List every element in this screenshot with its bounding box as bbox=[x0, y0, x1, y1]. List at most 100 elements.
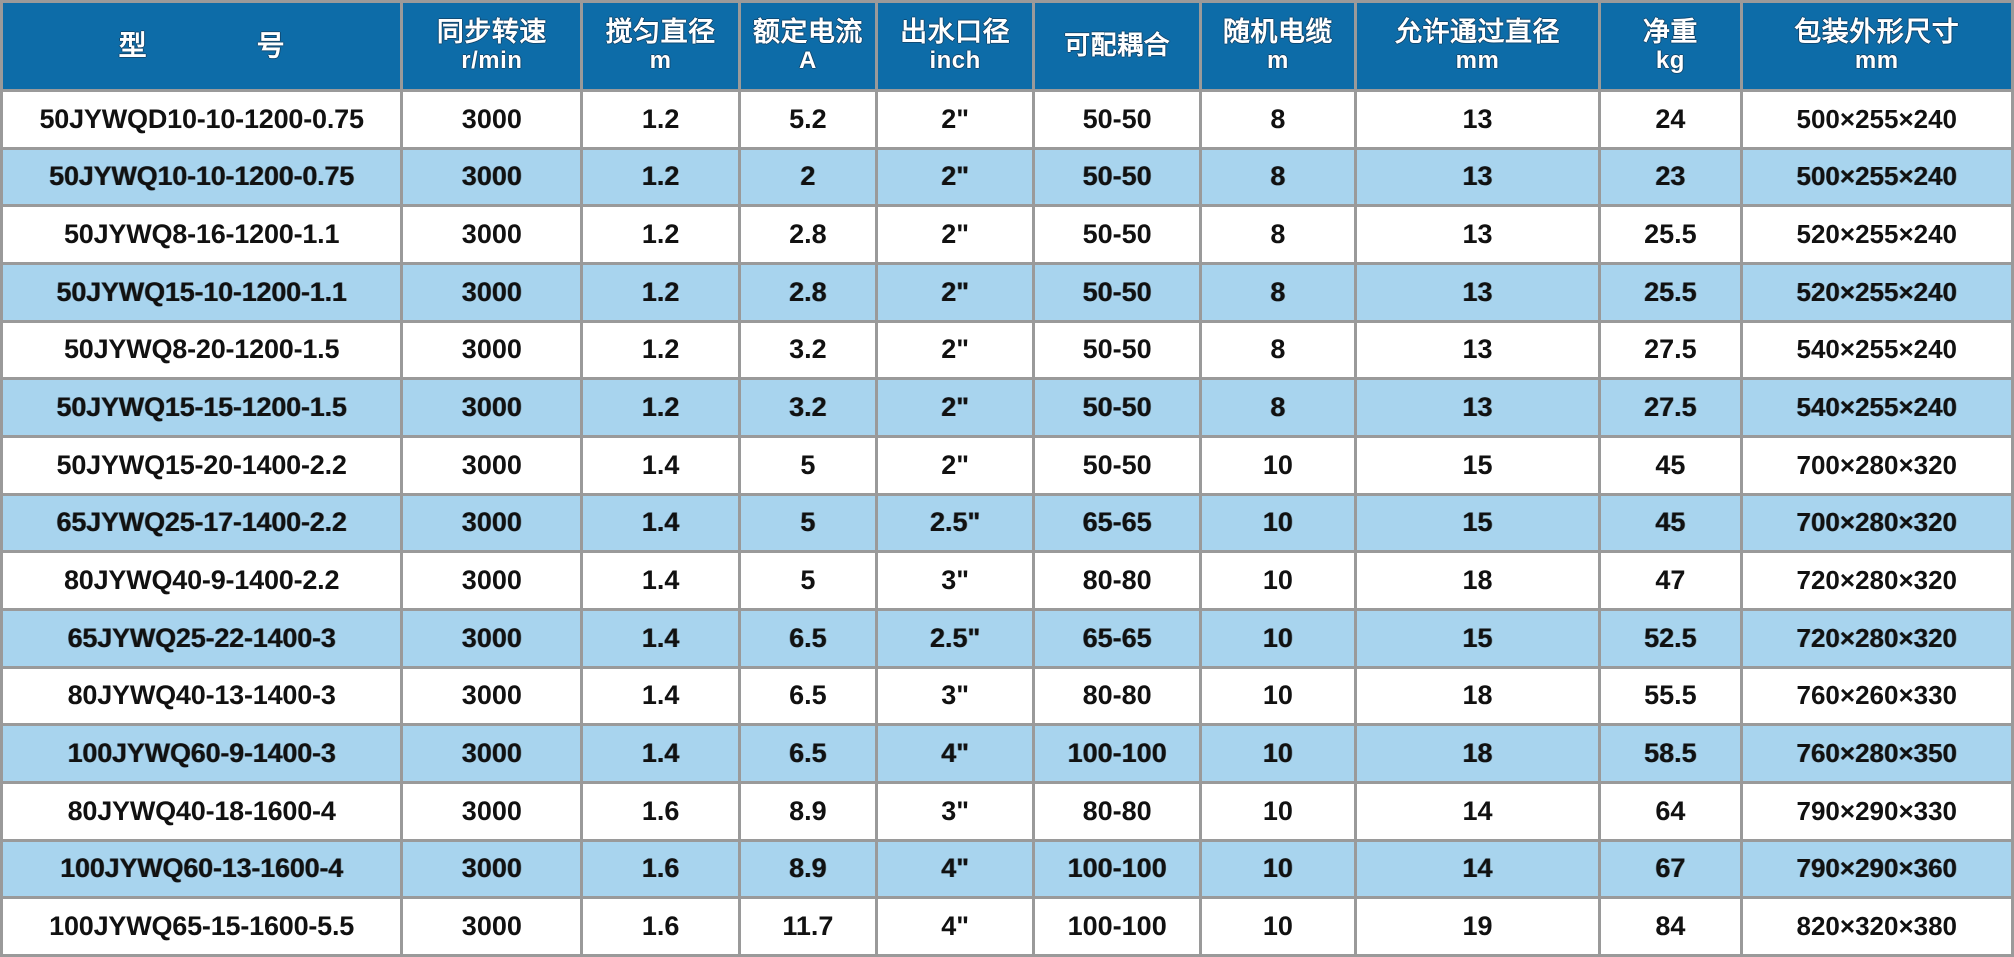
cell-sync-speed: 3000 bbox=[403, 207, 581, 262]
cell-sync-speed: 3000 bbox=[403, 322, 581, 378]
cell-coupling: 80-80 bbox=[1035, 553, 1200, 608]
cell-package-size: 720×280×320 bbox=[1742, 610, 2011, 666]
cell-cable-length: 8 bbox=[1202, 92, 1354, 147]
cell-model: 50JYWQ15-15-1200-1.5 bbox=[3, 380, 401, 435]
table-row: 50JYWQ8-20-1200-1.5 3000 1.2 3.2 2" 50-50 8 13 2… bbox=[3, 322, 2011, 378]
cell-rated-current: 6.5 bbox=[740, 726, 875, 781]
cell-passage-diameter: 14 bbox=[1356, 783, 1599, 839]
cell-sync-speed: 3000 bbox=[403, 726, 581, 781]
column-header-unit-passage-diameter: mm bbox=[1455, 47, 1500, 75]
cell-net-weight: 45 bbox=[1601, 495, 1740, 551]
cell-coupling: 50-50 bbox=[1035, 149, 1200, 205]
column-header-label-passage-diameter: 允许通过直径 bbox=[1394, 16, 1560, 47]
cell-passage-diameter: 18 bbox=[1356, 553, 1599, 608]
cell-rated-current: 2 bbox=[740, 149, 875, 205]
cell-rated-current: 6.5 bbox=[740, 668, 875, 724]
cell-outlet-diameter: 2.5" bbox=[877, 495, 1033, 551]
cell-rated-current: 5 bbox=[740, 553, 875, 608]
cell-net-weight: 24 bbox=[1601, 92, 1740, 147]
cell-mixing-diameter: 1.2 bbox=[583, 264, 738, 320]
column-header-outlet-diameter: 出水口径 inch bbox=[877, 3, 1033, 89]
cell-net-weight: 84 bbox=[1601, 899, 1740, 954]
column-header-label-outlet-diameter: 出水口径 bbox=[900, 16, 1011, 47]
cell-sync-speed: 3000 bbox=[403, 380, 581, 435]
table-row: 65JYWQ25-17-1400-2.2 3000 1.4 5 2.5" 65-65 10 1… bbox=[3, 495, 2011, 551]
cell-cable-length: 8 bbox=[1202, 149, 1354, 205]
cell-passage-diameter: 14 bbox=[1356, 841, 1599, 897]
column-header-label-cable-length: 随机电缆 bbox=[1222, 16, 1333, 47]
cell-rated-current: 5 bbox=[740, 437, 875, 493]
column-header-passage-diameter: 允许通过直径 mm bbox=[1356, 3, 1599, 89]
header-row: 型 号同步转速 r/min 搅匀直径 m 额定电流 A 出水口径 inch 可配耦合 随机电缆 m 允… bbox=[3, 3, 2011, 89]
column-header-cable-length: 随机电缆 m bbox=[1202, 3, 1354, 89]
cell-mixing-diameter: 1.6 bbox=[583, 899, 738, 954]
cell-sync-speed: 3000 bbox=[403, 610, 581, 666]
table-row: 50JYWQ8-16-1200-1.1 3000 1.2 2.8 2" 50-50 8 13 2… bbox=[3, 207, 2011, 262]
cell-model: 65JYWQ25-22-1400-3 bbox=[3, 610, 401, 666]
cell-passage-diameter: 13 bbox=[1356, 380, 1599, 435]
cell-passage-diameter: 13 bbox=[1356, 322, 1599, 378]
cell-package-size: 760×280×350 bbox=[1742, 726, 2011, 781]
cell-coupling: 50-50 bbox=[1035, 207, 1200, 262]
table-row: 80JYWQ40-13-1400-3 3000 1.4 6.5 3" 80-80 10 18 5… bbox=[3, 668, 2011, 724]
column-header-mixing-diameter: 搅匀直径 m bbox=[583, 3, 738, 89]
table-row: 100JYWQ60-9-1400-3 3000 1.4 6.5 4" 100-100 10 1… bbox=[3, 726, 2011, 781]
cell-package-size: 790×290×360 bbox=[1742, 841, 2011, 897]
cell-package-size: 700×280×320 bbox=[1742, 495, 2011, 551]
cell-coupling: 65-65 bbox=[1035, 610, 1200, 666]
table-row: 80JYWQ40-9-1400-2.2 3000 1.4 5 3" 80-80 10 18 47… bbox=[3, 553, 2011, 608]
cell-net-weight: 45 bbox=[1601, 437, 1740, 493]
cell-model: 50JYWQ10-10-1200-0.75 bbox=[3, 149, 401, 205]
cell-rated-current: 8.9 bbox=[740, 841, 875, 897]
column-header-label-rated-current: 额定电流 bbox=[752, 16, 863, 47]
cell-mixing-diameter: 1.2 bbox=[583, 92, 738, 147]
cell-cable-length: 8 bbox=[1202, 380, 1354, 435]
cell-net-weight: 25.5 bbox=[1601, 207, 1740, 262]
cell-passage-diameter: 18 bbox=[1356, 668, 1599, 724]
cell-package-size: 520×255×240 bbox=[1742, 207, 2011, 262]
cell-model: 50JYWQ15-10-1200-1.1 bbox=[3, 264, 401, 320]
cell-rated-current: 8.9 bbox=[740, 783, 875, 839]
cell-cable-length: 10 bbox=[1202, 899, 1354, 954]
cell-coupling: 50-50 bbox=[1035, 264, 1200, 320]
column-header-label-sync-speed: 同步转速 bbox=[436, 16, 547, 47]
table-row: 50JYWQ15-20-1400-2.2 3000 1.4 5 2" 50-50 10 15 4… bbox=[3, 437, 2011, 493]
cell-outlet-diameter: 3" bbox=[877, 668, 1033, 724]
cell-net-weight: 58.5 bbox=[1601, 726, 1740, 781]
cell-package-size: 540×255×240 bbox=[1742, 380, 2011, 435]
cell-net-weight: 67 bbox=[1601, 841, 1740, 897]
column-header-package-size: 包装外形尺寸 mm bbox=[1742, 3, 2011, 89]
cell-net-weight: 52.5 bbox=[1601, 610, 1740, 666]
column-header-rated-current: 额定电流 A bbox=[740, 3, 875, 89]
cell-mixing-diameter: 1.4 bbox=[583, 610, 738, 666]
cell-package-size: 760×260×330 bbox=[1742, 668, 2011, 724]
cell-rated-current: 5 bbox=[740, 495, 875, 551]
cell-model: 80JYWQ40-18-1600-4 bbox=[3, 783, 401, 839]
cell-cable-length: 10 bbox=[1202, 668, 1354, 724]
cell-sync-speed: 3000 bbox=[403, 783, 581, 839]
cell-package-size: 790×290×330 bbox=[1742, 783, 2011, 839]
cell-net-weight: 27.5 bbox=[1601, 322, 1740, 378]
column-header-unit-mixing-diameter: m bbox=[649, 47, 672, 75]
table-body: 50JYWQD10-10-1200-0.75 3000 1.2 5.2 2" 50-50 8… bbox=[3, 92, 2011, 954]
cell-cable-length: 10 bbox=[1202, 495, 1354, 551]
cell-coupling: 100-100 bbox=[1035, 726, 1200, 781]
cell-coupling: 80-80 bbox=[1035, 668, 1200, 724]
cell-mixing-diameter: 1.6 bbox=[583, 783, 738, 839]
cell-outlet-diameter: 2" bbox=[877, 437, 1033, 493]
cell-coupling: 50-50 bbox=[1035, 380, 1200, 435]
table-row: 100JYWQ65-15-1600-5.5 3000 1.6 11.7 4" 100-10… bbox=[3, 899, 2011, 954]
column-header-unit-net-weight: kg bbox=[1655, 47, 1685, 75]
cell-sync-speed: 3000 bbox=[403, 899, 581, 954]
cell-outlet-diameter: 2" bbox=[877, 149, 1033, 205]
table-row: 50JYWQD10-10-1200-0.75 3000 1.2 5.2 2" 50-50 8… bbox=[3, 92, 2011, 147]
table-row: 80JYWQ40-18-1600-4 3000 1.6 8.9 3" 80-80 10 14 6… bbox=[3, 783, 2011, 839]
cell-cable-length: 8 bbox=[1202, 322, 1354, 378]
cell-package-size: 720×280×320 bbox=[1742, 553, 2011, 608]
cell-model: 80JYWQ40-9-1400-2.2 bbox=[3, 553, 401, 608]
column-header-model: 型 号 bbox=[3, 3, 401, 89]
cell-sync-speed: 3000 bbox=[403, 92, 581, 147]
column-header-net-weight: 净重 kg bbox=[1601, 3, 1740, 89]
cell-sync-speed: 3000 bbox=[403, 668, 581, 724]
